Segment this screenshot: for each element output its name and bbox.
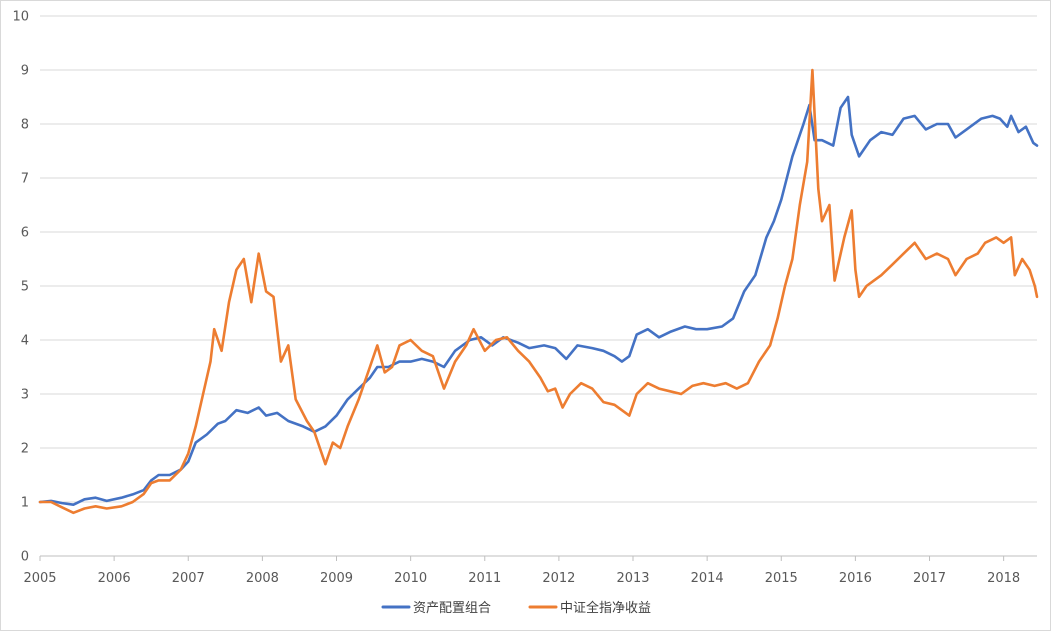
y-tick-label: 6 bbox=[21, 226, 29, 241]
x-tick-label: 2006 bbox=[98, 571, 131, 586]
series-line-2 bbox=[38, 68, 1039, 515]
legend: 资产配置组合 中证全指净收益 bbox=[381, 600, 651, 616]
y-tick-label: 7 bbox=[21, 172, 29, 187]
series-line-1 bbox=[38, 95, 1039, 506]
x-tick-label: 2009 bbox=[320, 571, 353, 586]
y-tick-label: 5 bbox=[21, 280, 29, 295]
x-tick-label: 2015 bbox=[765, 571, 798, 586]
y-tick-label: 1 bbox=[21, 496, 29, 511]
x-tick-label: 2017 bbox=[913, 571, 946, 586]
x-tick-label: 2012 bbox=[542, 571, 575, 586]
x-tick-label: 2011 bbox=[468, 571, 501, 586]
gridlines bbox=[40, 15, 1037, 557]
x-tick-label: 2008 bbox=[246, 571, 279, 586]
x-tick-label: 2010 bbox=[394, 571, 427, 586]
x-tick-label: 2013 bbox=[616, 571, 649, 586]
legend-label-1: 资产配置组合 bbox=[413, 601, 491, 616]
x-tick-label: 2005 bbox=[23, 571, 56, 586]
legend-label-2: 中证全指净收益 bbox=[560, 600, 651, 616]
y-axis: 0 1 2 3 4 5 6 7 8 9 10 bbox=[12, 10, 29, 565]
y-tick-label: 8 bbox=[21, 118, 29, 133]
series-group bbox=[38, 68, 1039, 515]
y-tick-label: 3 bbox=[21, 388, 29, 403]
y-tick-label: 9 bbox=[21, 64, 29, 79]
x-tick-label: 2016 bbox=[839, 571, 872, 586]
y-tick-label: 0 bbox=[21, 550, 29, 565]
y-tick-label: 10 bbox=[12, 10, 29, 25]
x-axis: 2005 2006 2007 2008 2009 2010 2011 2012 2013 2014… bbox=[23, 556, 1020, 586]
x-tick-label: 2007 bbox=[172, 571, 205, 586]
y-tick-label: 2 bbox=[21, 442, 29, 457]
x-tick-label: 2018 bbox=[987, 571, 1020, 586]
x-tick-label: 2014 bbox=[691, 571, 724, 586]
y-tick-label: 4 bbox=[21, 334, 29, 349]
